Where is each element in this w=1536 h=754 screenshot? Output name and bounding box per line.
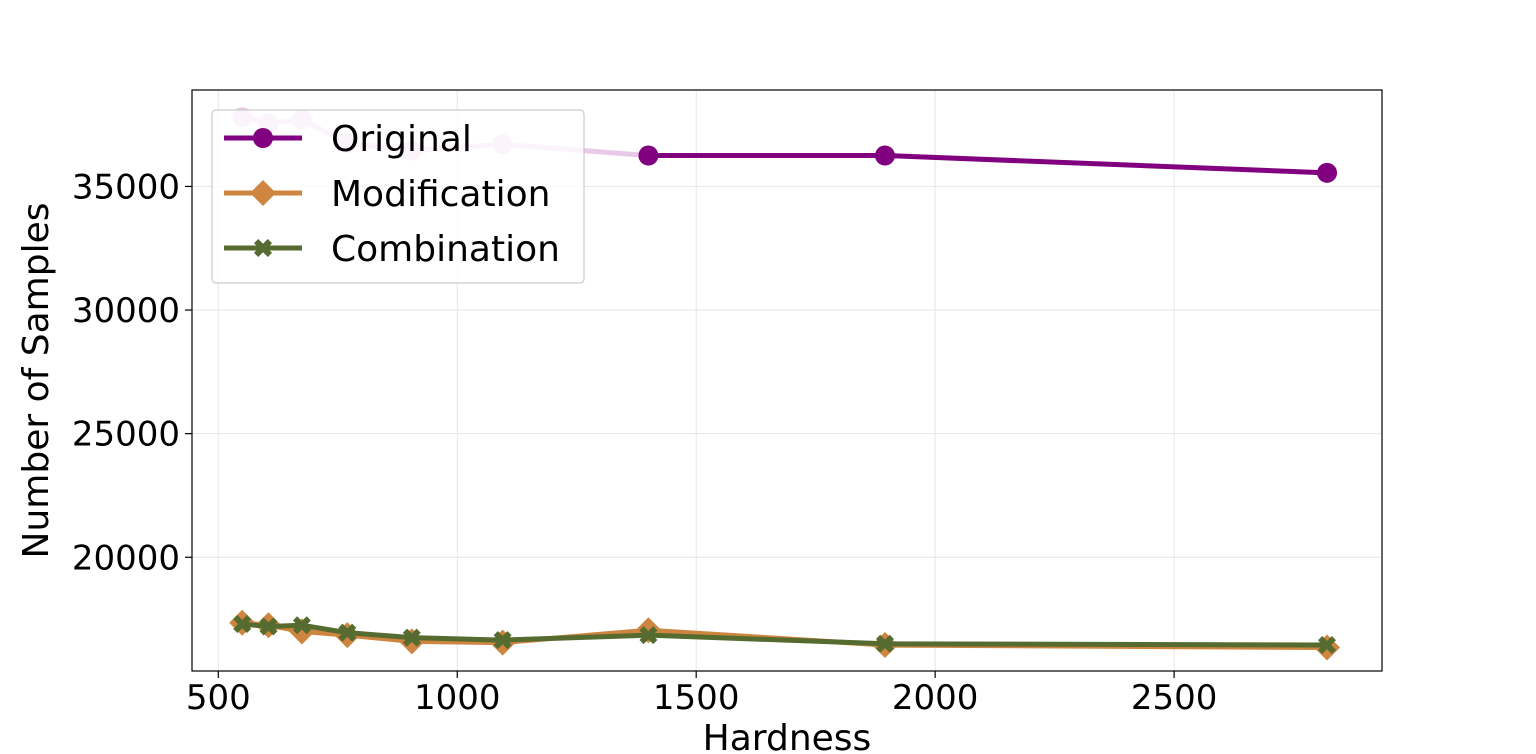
data-point <box>638 145 659 166</box>
legend: Original Modification Combination <box>211 109 585 284</box>
legend-marker <box>250 180 276 206</box>
data-point <box>402 628 421 647</box>
x-tick-label: 2500 <box>1131 678 1218 718</box>
x-tick-label: 1500 <box>653 678 740 718</box>
legend-entry-original: Original <box>224 119 472 160</box>
legend-marker <box>253 128 273 148</box>
data-point <box>1317 162 1338 183</box>
axis-ticks: 500 1000 1500 2000 2500 20000 25000 30000 35000 <box>72 167 1218 718</box>
x-tick-label: 2000 <box>892 678 979 718</box>
y-tick-label: 25000 <box>72 415 180 455</box>
legend-marker <box>254 239 272 257</box>
x-tick-label: 500 <box>186 678 251 718</box>
series-line <box>648 153 1328 176</box>
legend-entry-modification: Modification <box>224 174 550 215</box>
data-point <box>338 623 357 642</box>
data-point <box>233 615 252 634</box>
legend-label: Modification <box>331 174 550 215</box>
series-combination <box>233 615 1337 655</box>
y-tick-label: 35000 <box>72 167 180 207</box>
data-point <box>639 626 658 645</box>
data-point <box>292 616 311 635</box>
data-point <box>259 617 278 636</box>
legend-entry-combination: Combination <box>224 229 560 270</box>
legend-label: Combination <box>331 229 560 270</box>
plot-frame <box>191 89 1383 672</box>
x-axis-title: Hardness <box>703 718 872 754</box>
y-tick-label: 30000 <box>72 291 180 331</box>
y-axis-title: Number of Samples <box>16 203 57 559</box>
y-tick-label: 20000 <box>72 538 180 578</box>
data-point <box>875 634 894 653</box>
data-point <box>874 145 895 166</box>
legend-label: Original <box>331 119 472 160</box>
x-tick-label: 1000 <box>414 678 501 718</box>
data-point <box>493 631 512 650</box>
data-point <box>1318 636 1337 655</box>
legend-box <box>211 109 585 284</box>
